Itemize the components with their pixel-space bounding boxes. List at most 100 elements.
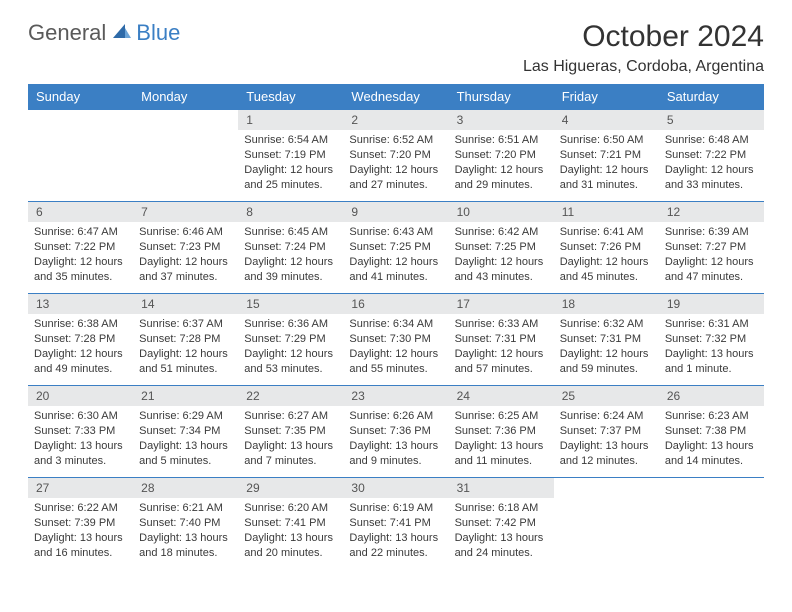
- day-details: Sunrise: 6:24 AMSunset: 7:37 PMDaylight:…: [554, 406, 659, 472]
- sunrise-text: Sunrise: 6:41 AM: [560, 225, 653, 240]
- daylight-text: Daylight: 13 hours and 7 minutes.: [244, 439, 337, 469]
- sunrise-text: Sunrise: 6:30 AM: [34, 409, 127, 424]
- sunset-text: Sunset: 7:22 PM: [34, 240, 127, 255]
- daylight-text: Daylight: 13 hours and 3 minutes.: [34, 439, 127, 469]
- sunrise-text: Sunrise: 6:20 AM: [244, 501, 337, 516]
- sunrise-text: Sunrise: 6:31 AM: [665, 317, 758, 332]
- sunset-text: Sunset: 7:22 PM: [665, 148, 758, 163]
- calendar-cell: 31Sunrise: 6:18 AMSunset: 7:42 PMDayligh…: [449, 478, 554, 570]
- calendar-table: Sunday Monday Tuesday Wednesday Thursday…: [28, 84, 764, 570]
- day-number: 23: [343, 386, 448, 406]
- calendar-cell: 3Sunrise: 6:51 AMSunset: 7:20 PMDaylight…: [449, 110, 554, 202]
- day-details: Sunrise: 6:30 AMSunset: 7:33 PMDaylight:…: [28, 406, 133, 472]
- day-number: 28: [133, 478, 238, 498]
- day-number: 9: [343, 202, 448, 222]
- sunrise-text: Sunrise: 6:27 AM: [244, 409, 337, 424]
- sunset-text: Sunset: 7:20 PM: [349, 148, 442, 163]
- daylight-text: Daylight: 13 hours and 16 minutes.: [34, 531, 127, 561]
- sunrise-text: Sunrise: 6:23 AM: [665, 409, 758, 424]
- calendar-cell: 11 Sunrise: 6:41 AMSunset: 7:26 PMDayligh…: [554, 202, 659, 294]
- calendar-cell: 6Sunrise: 6:47 AMSunset: 7:22 PMDaylight…: [28, 202, 133, 294]
- day-number: 19: [659, 294, 764, 314]
- calendar-cell: 10Sunrise: 6:42 AMSunset: 7:25 PMDayligh…: [449, 202, 554, 294]
- sunset-text: Sunset: 7:25 PM: [349, 240, 442, 255]
- day-number: 24: [449, 386, 554, 406]
- sunset-text: Sunset: 7:37 PM: [560, 424, 653, 439]
- sunset-text: Sunset: 7:29 PM: [244, 332, 337, 347]
- sunset-text: Sunset: 7:33 PM: [34, 424, 127, 439]
- sunset-text: Sunset: 7:19 PM: [244, 148, 337, 163]
- daylight-text: Daylight: 12 hours and 45 minutes.: [560, 255, 653, 285]
- location-text: Las Higueras, Cordoba, Argentina: [523, 58, 764, 76]
- daylight-text: Daylight: 12 hours and 25 minutes.: [244, 163, 337, 193]
- sunrise-text: Sunrise: 6:18 AM: [455, 501, 548, 516]
- sunset-text: Sunset: 7:35 PM: [244, 424, 337, 439]
- day-details: Sunrise: 6:48 AMSunset: 7:22 PMDaylight:…: [659, 130, 764, 196]
- day-number: 1: [238, 110, 343, 130]
- weekday-header: Saturday: [659, 84, 764, 110]
- day-details: Sunrise: 6:39 AMSunset: 7:27 PMDaylight:…: [659, 222, 764, 288]
- daylight-text: Daylight: 13 hours and 22 minutes.: [349, 531, 442, 561]
- calendar-cell: 14Sunrise: 6:37 AMSunset: 7:28 PMDayligh…: [133, 294, 238, 386]
- daylight-text: Daylight: 13 hours and 12 minutes.: [560, 439, 653, 469]
- daylight-text: Daylight: 13 hours and 5 minutes.: [139, 439, 232, 469]
- sunrise-text: Sunrise: 6:26 AM: [349, 409, 442, 424]
- sunrise-text: Sunrise: 6:34 AM: [349, 317, 442, 332]
- day-number: 29: [238, 478, 343, 498]
- title-block: October 2024 Las Higueras, Cordoba, Arge…: [523, 20, 764, 76]
- sunset-text: Sunset: 7:24 PM: [244, 240, 337, 255]
- weekday-header: Monday: [133, 84, 238, 110]
- sunrise-text: Sunrise: 6:33 AM: [455, 317, 548, 332]
- calendar-body: 1Sunrise: 6:54 AMSunset: 7:19 PMDaylight…: [28, 110, 764, 570]
- sunrise-text: Sunrise: 6:48 AM: [665, 133, 758, 148]
- sunset-text: Sunset: 7:41 PM: [244, 516, 337, 531]
- daylight-text: Daylight: 12 hours and 49 minutes.: [34, 347, 127, 377]
- day-number: 25: [554, 386, 659, 406]
- sunrise-text: Sunrise: 6:25 AM: [455, 409, 548, 424]
- day-details: Sunrise: 6:21 AMSunset: 7:40 PMDaylight:…: [133, 498, 238, 564]
- day-number: 11: [554, 202, 659, 222]
- sunrise-text: Sunrise: 6:24 AM: [560, 409, 653, 424]
- day-number: 14: [133, 294, 238, 314]
- daylight-text: Daylight: 13 hours and 18 minutes.: [139, 531, 232, 561]
- sunrise-text: Sunrise: 6:36 AM: [244, 317, 337, 332]
- sunset-text: Sunset: 7:23 PM: [139, 240, 232, 255]
- daylight-text: Daylight: 12 hours and 53 minutes.: [244, 347, 337, 377]
- sunset-text: Sunset: 7:26 PM: [560, 240, 653, 255]
- day-details: Sunrise: 6:54 AMSunset: 7:19 PMDaylight:…: [238, 130, 343, 196]
- calendar-cell: 23Sunrise: 6:26 AMSunset: 7:36 PMDayligh…: [343, 386, 448, 478]
- sunset-text: Sunset: 7:30 PM: [349, 332, 442, 347]
- sunrise-text: Sunrise: 6:42 AM: [455, 225, 548, 240]
- day-number: 7: [133, 202, 238, 222]
- daylight-text: Daylight: 12 hours and 43 minutes.: [455, 255, 548, 285]
- daylight-text: Daylight: 12 hours and 47 minutes.: [665, 255, 758, 285]
- day-details: Sunrise: 6:23 AMSunset: 7:38 PMDaylight:…: [659, 406, 764, 472]
- sunrise-text: Sunrise: 6:38 AM: [34, 317, 127, 332]
- sunrise-text: Sunrise: 6:45 AM: [244, 225, 337, 240]
- day-details: Sunrise: 6:50 AMSunset: 7:21 PMDaylight:…: [554, 130, 659, 196]
- day-number: 21: [133, 386, 238, 406]
- day-details: Sunrise: 6:51 AMSunset: 7:20 PMDaylight:…: [449, 130, 554, 196]
- calendar-cell: 15Sunrise: 6:36 AMSunset: 7:29 PMDayligh…: [238, 294, 343, 386]
- calendar-cell: 28Sunrise: 6:21 AMSunset: 7:40 PMDayligh…: [133, 478, 238, 570]
- day-details: Sunrise: 6:45 AMSunset: 7:24 PMDaylight:…: [238, 222, 343, 288]
- calendar-cell: 22Sunrise: 6:27 AMSunset: 7:35 PMDayligh…: [238, 386, 343, 478]
- daylight-text: Daylight: 13 hours and 1 minute.: [665, 347, 758, 377]
- daylight-text: Daylight: 12 hours and 31 minutes.: [560, 163, 653, 193]
- daylight-text: Daylight: 13 hours and 9 minutes.: [349, 439, 442, 469]
- weekday-header: Wednesday: [343, 84, 448, 110]
- day-details: Sunrise: 6:46 AMSunset: 7:23 PMDaylight:…: [133, 222, 238, 288]
- calendar-cell: 16Sunrise: 6:34 AMSunset: 7:30 PMDayligh…: [343, 294, 448, 386]
- day-details: Sunrise: 6:25 AMSunset: 7:36 PMDaylight:…: [449, 406, 554, 472]
- day-number: 17: [449, 294, 554, 314]
- sunrise-text: Sunrise: 6:37 AM: [139, 317, 232, 332]
- sunrise-text: Sunrise: 6:19 AM: [349, 501, 442, 516]
- day-details: Sunrise: 6:20 AMSunset: 7:41 PMDaylight:…: [238, 498, 343, 564]
- day-details: Sunrise: 6:31 AMSunset: 7:32 PMDaylight:…: [659, 314, 764, 380]
- day-number: 16: [343, 294, 448, 314]
- day-details: Sunrise: 6:38 AMSunset: 7:28 PMDaylight:…: [28, 314, 133, 380]
- day-details: Sunrise: 6:43 AMSunset: 7:25 PMDaylight:…: [343, 222, 448, 288]
- daylight-text: Daylight: 12 hours and 59 minutes.: [560, 347, 653, 377]
- day-details: Sunrise: 6:29 AMSunset: 7:34 PMDaylight:…: [133, 406, 238, 472]
- daylight-text: Daylight: 12 hours and 41 minutes.: [349, 255, 442, 285]
